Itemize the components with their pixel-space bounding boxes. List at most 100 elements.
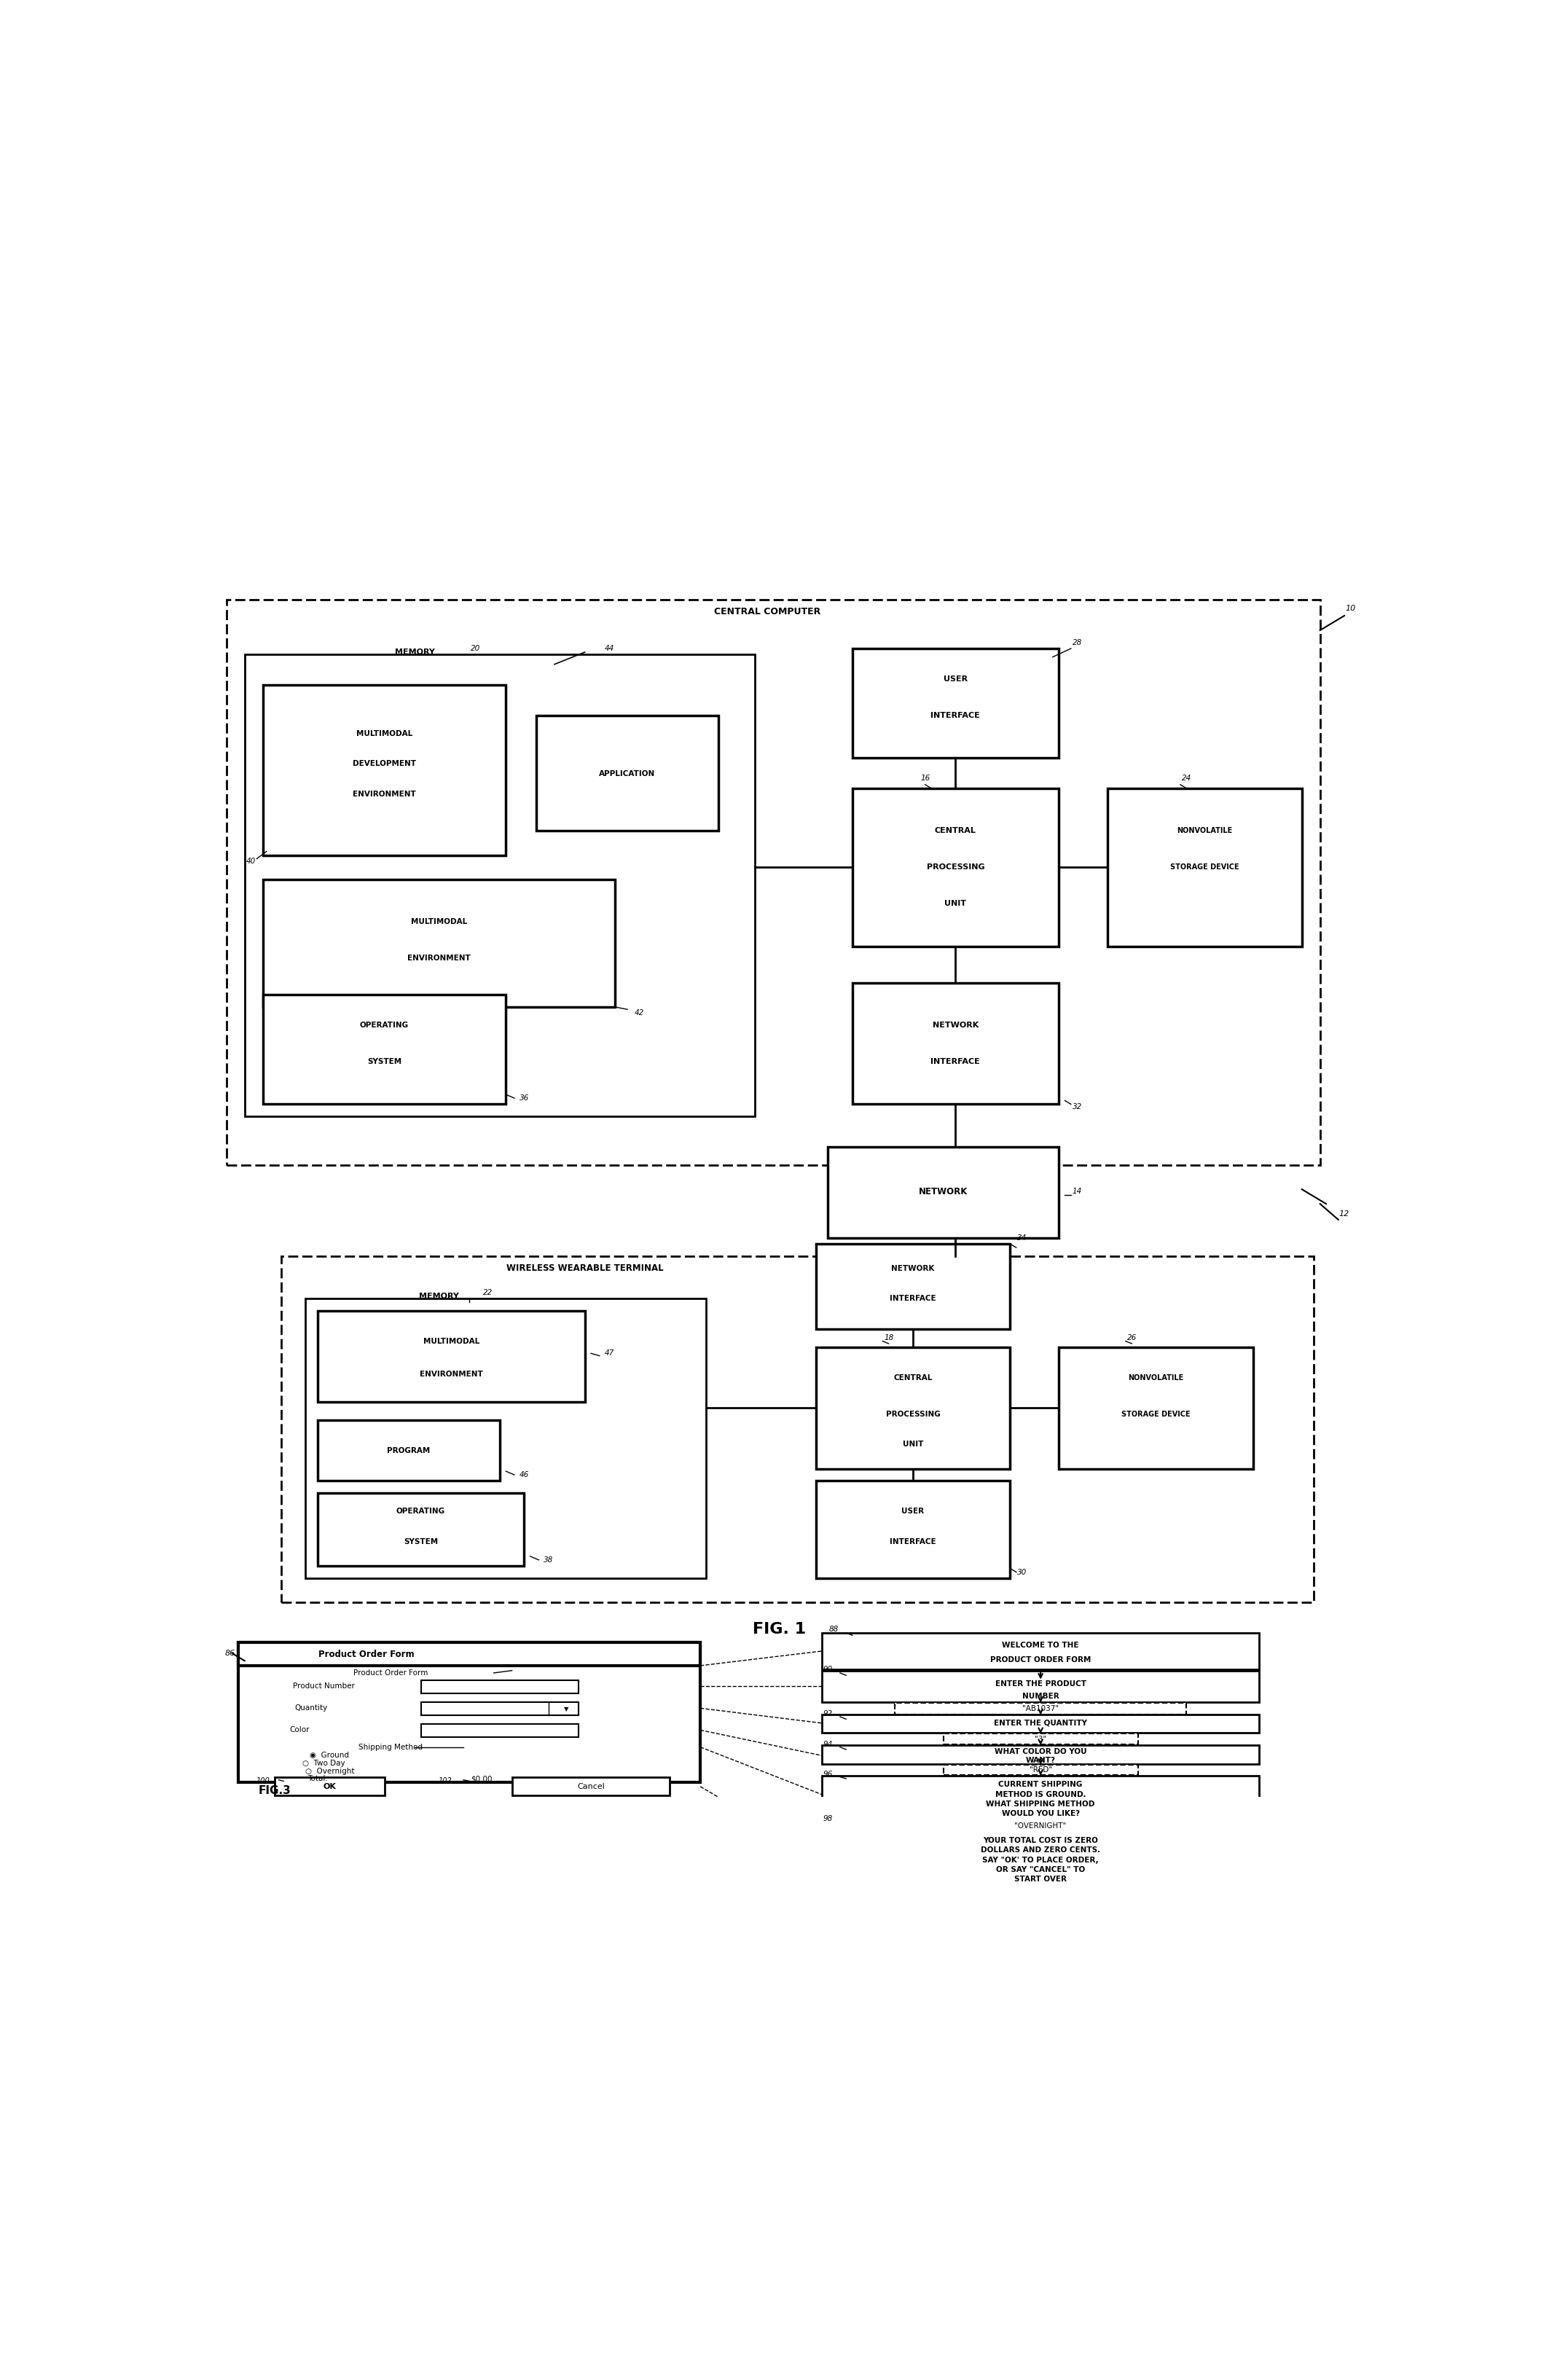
- Text: 94: 94: [823, 1740, 833, 1747]
- Text: 100: 100: [256, 1778, 270, 1785]
- Text: STORAGE DEVICE: STORAGE DEVICE: [1170, 864, 1239, 871]
- Text: 38: 38: [544, 1557, 554, 1564]
- Text: Product Order Form: Product Order Form: [318, 1648, 414, 1658]
- Text: START OVER: START OVER: [1014, 1877, 1066, 1884]
- Text: 30: 30: [1018, 1568, 1027, 1575]
- Text: OPERATING: OPERATING: [361, 1022, 409, 1029]
- Text: OPERATING: OPERATING: [397, 1507, 445, 1514]
- Text: USER: USER: [902, 1507, 924, 1514]
- Text: 40: 40: [246, 857, 256, 864]
- FancyBboxPatch shape: [263, 878, 615, 1008]
- Text: CENTRAL: CENTRAL: [935, 827, 977, 834]
- FancyBboxPatch shape: [274, 1778, 384, 1795]
- Text: CENTRAL COMPUTER: CENTRAL COMPUTER: [713, 608, 820, 617]
- Text: 46: 46: [519, 1472, 528, 1479]
- FancyBboxPatch shape: [238, 1641, 701, 1783]
- Text: "OVERNIGHT": "OVERNIGHT": [1014, 1823, 1066, 1830]
- Text: PROCESSING: PROCESSING: [927, 864, 985, 871]
- Text: PRODUCT ORDER FORM: PRODUCT ORDER FORM: [989, 1656, 1091, 1663]
- Text: FIG. 1: FIG. 1: [753, 1623, 806, 1637]
- Text: 20: 20: [470, 645, 480, 652]
- Text: 102: 102: [439, 1778, 452, 1785]
- Text: WANT?: WANT?: [1025, 1757, 1055, 1764]
- Text: APPLICATION: APPLICATION: [599, 770, 655, 777]
- Text: INTERFACE: INTERFACE: [889, 1295, 936, 1302]
- Text: ENVIRONMENT: ENVIRONMENT: [408, 954, 470, 963]
- FancyBboxPatch shape: [853, 648, 1058, 758]
- Text: NETWORK: NETWORK: [919, 1187, 967, 1196]
- Text: Product Order Form: Product Order Form: [353, 1670, 428, 1677]
- Text: ENTER THE PRODUCT: ENTER THE PRODUCT: [996, 1679, 1087, 1689]
- Text: 24: 24: [1182, 775, 1192, 782]
- Text: PROCESSING: PROCESSING: [886, 1411, 941, 1418]
- FancyBboxPatch shape: [822, 1832, 1259, 1884]
- Text: SYSTEM: SYSTEM: [367, 1057, 401, 1064]
- FancyBboxPatch shape: [853, 982, 1058, 1104]
- Text: STORAGE DEVICE: STORAGE DEVICE: [1121, 1411, 1190, 1418]
- Text: Cancel: Cancel: [577, 1783, 605, 1790]
- Text: FIG.3: FIG.3: [259, 1785, 292, 1797]
- Text: WELCOME TO THE: WELCOME TO THE: [1002, 1641, 1079, 1648]
- Text: NETWORK: NETWORK: [891, 1265, 935, 1272]
- FancyBboxPatch shape: [245, 655, 756, 1116]
- Text: NETWORK: NETWORK: [933, 1022, 978, 1029]
- Text: 12: 12: [1339, 1210, 1350, 1218]
- Text: Product Number: Product Number: [293, 1684, 354, 1691]
- Text: 10: 10: [1345, 605, 1356, 612]
- FancyBboxPatch shape: [317, 1312, 585, 1401]
- Text: 90: 90: [823, 1665, 833, 1672]
- Text: WHAT COLOR DO YOU: WHAT COLOR DO YOU: [994, 1747, 1087, 1754]
- FancyBboxPatch shape: [1058, 1347, 1253, 1470]
- Text: "RED": "RED": [1029, 1766, 1052, 1773]
- Text: NUMBER: NUMBER: [1022, 1693, 1058, 1700]
- FancyBboxPatch shape: [238, 1641, 701, 1665]
- Text: SAY "OK' TO PLACE ORDER,: SAY "OK' TO PLACE ORDER,: [983, 1856, 1099, 1863]
- Text: 32: 32: [1073, 1102, 1082, 1109]
- Text: CURRENT SHIPPING: CURRENT SHIPPING: [999, 1780, 1082, 1787]
- Text: 22: 22: [483, 1288, 492, 1295]
- Text: 44: 44: [604, 645, 615, 652]
- Text: UNIT: UNIT: [944, 900, 966, 907]
- Text: ◉  Ground: ◉ Ground: [310, 1752, 350, 1759]
- FancyBboxPatch shape: [822, 1745, 1259, 1764]
- FancyBboxPatch shape: [822, 1714, 1259, 1733]
- FancyBboxPatch shape: [822, 1776, 1259, 1818]
- Text: Color: Color: [289, 1726, 309, 1733]
- FancyBboxPatch shape: [263, 994, 506, 1104]
- Text: ○  Overnight: ○ Overnight: [306, 1769, 354, 1776]
- Text: METHOD IS GROUND.: METHOD IS GROUND.: [996, 1790, 1087, 1799]
- Text: 14: 14: [1073, 1187, 1082, 1196]
- Text: INTERFACE: INTERFACE: [889, 1538, 936, 1545]
- Text: 36: 36: [519, 1095, 528, 1102]
- Text: DOLLARS AND ZERO CENTS.: DOLLARS AND ZERO CENTS.: [980, 1846, 1101, 1853]
- Text: NONVOLATILE: NONVOLATILE: [1178, 827, 1232, 834]
- Text: USER: USER: [944, 676, 967, 683]
- Text: $0.00: $0.00: [470, 1776, 492, 1783]
- FancyBboxPatch shape: [895, 1820, 1187, 1830]
- FancyBboxPatch shape: [944, 1733, 1138, 1745]
- Text: ▼: ▼: [564, 1705, 569, 1712]
- Text: Shipping Method: Shipping Method: [359, 1743, 422, 1750]
- FancyBboxPatch shape: [944, 1764, 1138, 1776]
- FancyBboxPatch shape: [306, 1298, 706, 1578]
- FancyBboxPatch shape: [536, 716, 718, 831]
- Text: MULTIMODAL: MULTIMODAL: [423, 1338, 480, 1345]
- FancyBboxPatch shape: [317, 1493, 524, 1566]
- Text: OK: OK: [323, 1783, 336, 1790]
- Text: UNIT: UNIT: [903, 1441, 924, 1448]
- Text: MULTIMODAL: MULTIMODAL: [356, 730, 412, 737]
- Text: 92: 92: [823, 1710, 833, 1717]
- Text: "AB1037": "AB1037": [1022, 1705, 1058, 1712]
- Text: 26: 26: [1127, 1333, 1137, 1342]
- Text: INTERFACE: INTERFACE: [931, 711, 980, 718]
- FancyBboxPatch shape: [420, 1679, 579, 1693]
- FancyBboxPatch shape: [281, 1255, 1314, 1601]
- Text: DEVELOPMENT: DEVELOPMENT: [353, 761, 416, 768]
- FancyBboxPatch shape: [317, 1420, 500, 1481]
- Text: CENTRAL: CENTRAL: [894, 1373, 933, 1382]
- Text: YOUR TOTAL COST IS ZERO: YOUR TOTAL COST IS ZERO: [983, 1837, 1098, 1844]
- FancyBboxPatch shape: [511, 1778, 670, 1795]
- Text: 98: 98: [823, 1816, 833, 1823]
- Text: OR SAY "CANCEL" TO: OR SAY "CANCEL" TO: [996, 1865, 1085, 1875]
- Text: WIRELESS WEARABLE TERMINAL: WIRELESS WEARABLE TERMINAL: [506, 1265, 663, 1274]
